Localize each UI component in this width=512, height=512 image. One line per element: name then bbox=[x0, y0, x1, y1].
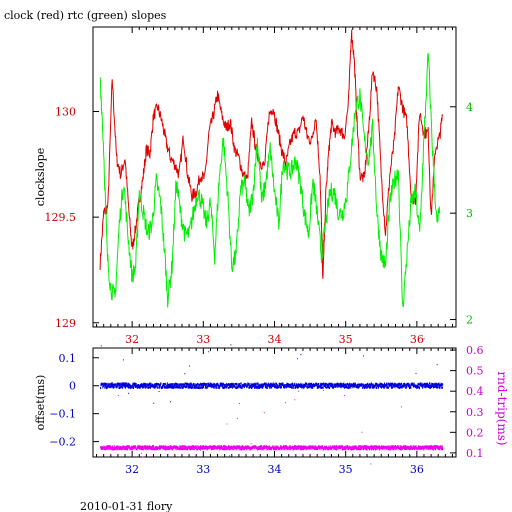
offset-rndtrip-panel: 32 33 34 35 36 −0.2 −0.1 0 0.1 0.1 0.2 0.3 0.4 0.5 0.6… bbox=[34, 338, 509, 476]
chart-title: clock (red) rtc (green) slopes bbox=[4, 9, 167, 22]
offset-scatter-band bbox=[100, 382, 444, 390]
y-tick-label: 130 bbox=[55, 106, 76, 119]
x-tick-label: 35 bbox=[339, 463, 353, 476]
y2-tick-label: 0.6 bbox=[466, 344, 484, 357]
y-axis-label: offset(ms) bbox=[34, 375, 47, 431]
rndtrip-outliers bbox=[117, 389, 402, 465]
y2-tick-label: 0.2 bbox=[466, 426, 484, 439]
x-tick-label: 32 bbox=[125, 463, 139, 476]
y-tick-label: −0.2 bbox=[49, 436, 76, 449]
x-tick-label: 32 bbox=[125, 333, 139, 346]
x-tick-label: 34 bbox=[268, 463, 282, 476]
y2-tick-label: 0.1 bbox=[466, 447, 484, 460]
y2-axis-label: rnd-trip(ms) bbox=[495, 371, 509, 445]
x-tick-label: 35 bbox=[339, 333, 353, 346]
clock-slope-line bbox=[99, 29, 443, 279]
y2-tick-label: 3 bbox=[466, 207, 473, 220]
plot-frame bbox=[92, 347, 457, 458]
y-tick-label: 0 bbox=[69, 380, 76, 393]
x-tick-label: 36 bbox=[410, 463, 424, 476]
y2-tick-label: 0.3 bbox=[466, 406, 484, 419]
y2-tick-label: 4 bbox=[466, 101, 473, 114]
rtc-slope-line bbox=[99, 52, 441, 308]
y-tick-label: 129.5 bbox=[45, 211, 77, 224]
rndtrip-scatter-band bbox=[100, 445, 444, 451]
y-axis-label: clockslope bbox=[34, 148, 47, 206]
x-tick-label: 34 bbox=[268, 333, 282, 346]
offset-outliers bbox=[100, 338, 438, 404]
x-tick-label: 33 bbox=[196, 463, 210, 476]
y2-tick-label: 0.5 bbox=[466, 365, 484, 378]
x-tick-label: 33 bbox=[196, 333, 210, 346]
y2-tick-label: 2 bbox=[466, 314, 473, 327]
y-tick-label: −0.1 bbox=[49, 408, 76, 421]
footer-label: 2010-01-31 flory bbox=[80, 500, 173, 512]
y2-tick-label: 0.4 bbox=[466, 385, 484, 398]
y-tick-label: 129 bbox=[55, 317, 76, 330]
y-tick-label: 0.1 bbox=[59, 352, 77, 365]
x-tick-label: 36 bbox=[410, 333, 424, 346]
